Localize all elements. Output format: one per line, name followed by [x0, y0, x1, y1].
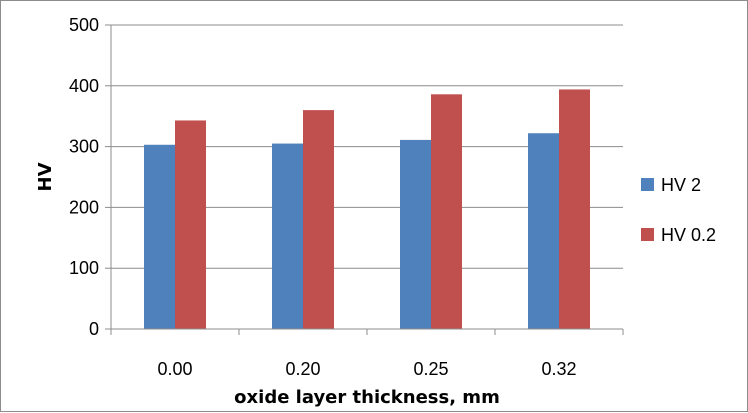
legend: HV 2 HV 0.2	[641, 175, 716, 245]
y-tick-label: 200	[69, 197, 99, 217]
bars	[144, 89, 590, 330]
x-tick-label: 0.00	[157, 359, 192, 379]
y-tick-label: 100	[69, 258, 99, 278]
bar	[303, 110, 334, 330]
bar	[559, 89, 590, 329]
x-axis-title: oxide layer thickness, mm	[234, 387, 500, 408]
legend-label: HV 2	[661, 175, 701, 195]
y-tick-label: 0	[89, 319, 99, 339]
legend-swatch	[641, 228, 654, 241]
y-tick-label: 300	[69, 137, 99, 157]
y-axis-title: HV	[35, 162, 56, 191]
legend-label: HV 0.2	[661, 225, 716, 245]
y-axis: 0 100 200 300 400 500	[69, 15, 112, 339]
x-tick-label: 0.20	[285, 359, 320, 379]
bar	[431, 94, 462, 329]
y-tick-label: 500	[69, 15, 99, 35]
y-tick-label: 400	[69, 76, 99, 96]
bar	[400, 139, 431, 329]
x-axis: 0.00 0.20 0.25 0.32	[110, 328, 624, 379]
bar	[528, 133, 559, 329]
x-tick-label: 0.25	[413, 359, 448, 379]
legend-swatch	[641, 178, 654, 191]
bar	[144, 144, 175, 329]
x-tick-label: 0.32	[541, 359, 576, 379]
bar	[175, 120, 206, 330]
bar	[272, 143, 303, 329]
